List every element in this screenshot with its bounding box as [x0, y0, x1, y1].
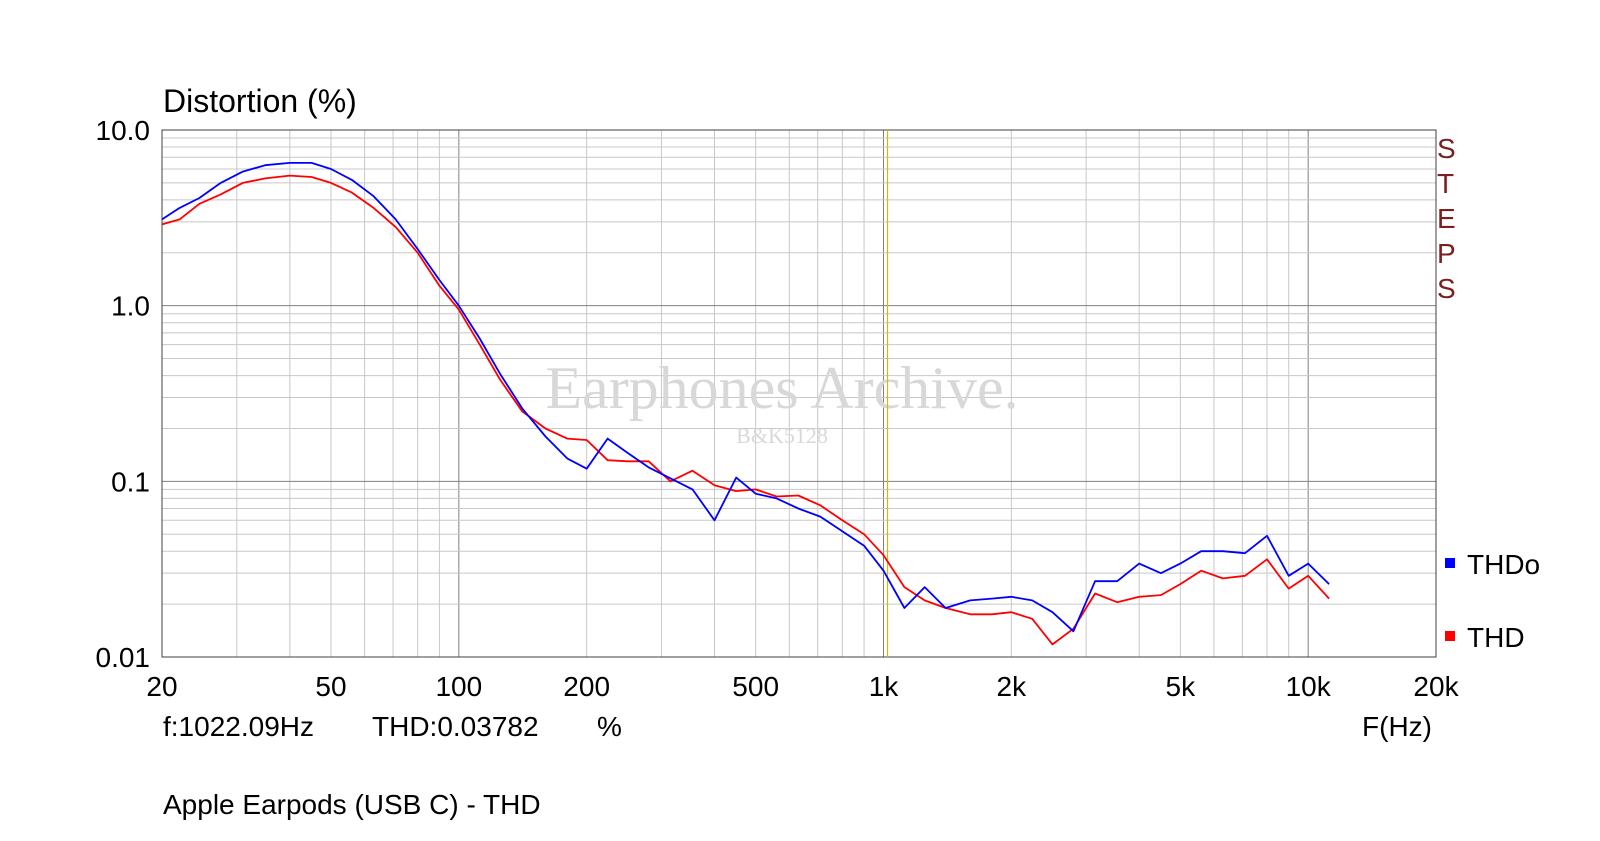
steps-letter: P — [1437, 238, 1456, 269]
steps-letter: S — [1437, 273, 1456, 304]
steps-side-label: S T E P S — [1437, 133, 1456, 304]
x-tick-label: 2k — [997, 671, 1028, 702]
chart-subtitle: Apple Earpods (USB C) - THD — [163, 789, 541, 820]
y-tick-label: 0.01 — [96, 642, 151, 673]
legend-label-thd: THD — [1467, 622, 1525, 653]
y-tick-label: 0.1 — [111, 466, 150, 497]
x-tick-label: 1k — [869, 671, 900, 702]
legend-thdo[interactable]: THDo — [1445, 549, 1540, 580]
legend-label-thdo: THDo — [1467, 549, 1540, 580]
x-tick-label: 5k — [1166, 671, 1197, 702]
steps-letter: T — [1437, 168, 1454, 199]
watermark-main: Earphones Archive. — [545, 355, 1018, 421]
cursor-readout-thd: THD:0.03782 — [372, 711, 539, 742]
legend-swatch-thd — [1445, 631, 1455, 641]
cursor-readout-unit: % — [597, 711, 622, 742]
x-tick-label: 200 — [563, 671, 610, 702]
series-line-thdo — [161, 161, 1330, 633]
series-line-thd — [161, 174, 1330, 646]
chart-title: Distortion (%) — [163, 83, 357, 119]
steps-letter: E — [1437, 203, 1456, 234]
x-tick-label: 20k — [1413, 671, 1459, 702]
y-tick-label: 1.0 — [111, 291, 150, 322]
series-layer — [161, 161, 1330, 646]
plot-grid — [162, 130, 1436, 657]
y-tick-labels: 10.0 1.0 0.1 0.01 — [96, 115, 151, 673]
x-axis-label: F(Hz) — [1362, 711, 1432, 742]
y-tick-label: 10.0 — [96, 115, 151, 146]
x-tick-label: 50 — [315, 671, 346, 702]
x-tick-labels: 20 50 100 200 500 1k 2k 5k 10k 20k — [146, 671, 1459, 702]
x-tick-label: 100 — [435, 671, 482, 702]
legend-swatch-thdo — [1445, 558, 1455, 568]
legend-thd[interactable]: THD — [1445, 622, 1525, 653]
cursor-readout-freq: f:1022.09Hz — [163, 711, 314, 742]
watermark-sub: B&K5128 — [736, 423, 828, 448]
plot-frame — [161, 129, 1437, 658]
steps-letter: S — [1437, 133, 1456, 164]
x-tick-label: 500 — [732, 671, 779, 702]
x-tick-label: 20 — [146, 671, 177, 702]
x-tick-label: 10k — [1286, 671, 1332, 702]
